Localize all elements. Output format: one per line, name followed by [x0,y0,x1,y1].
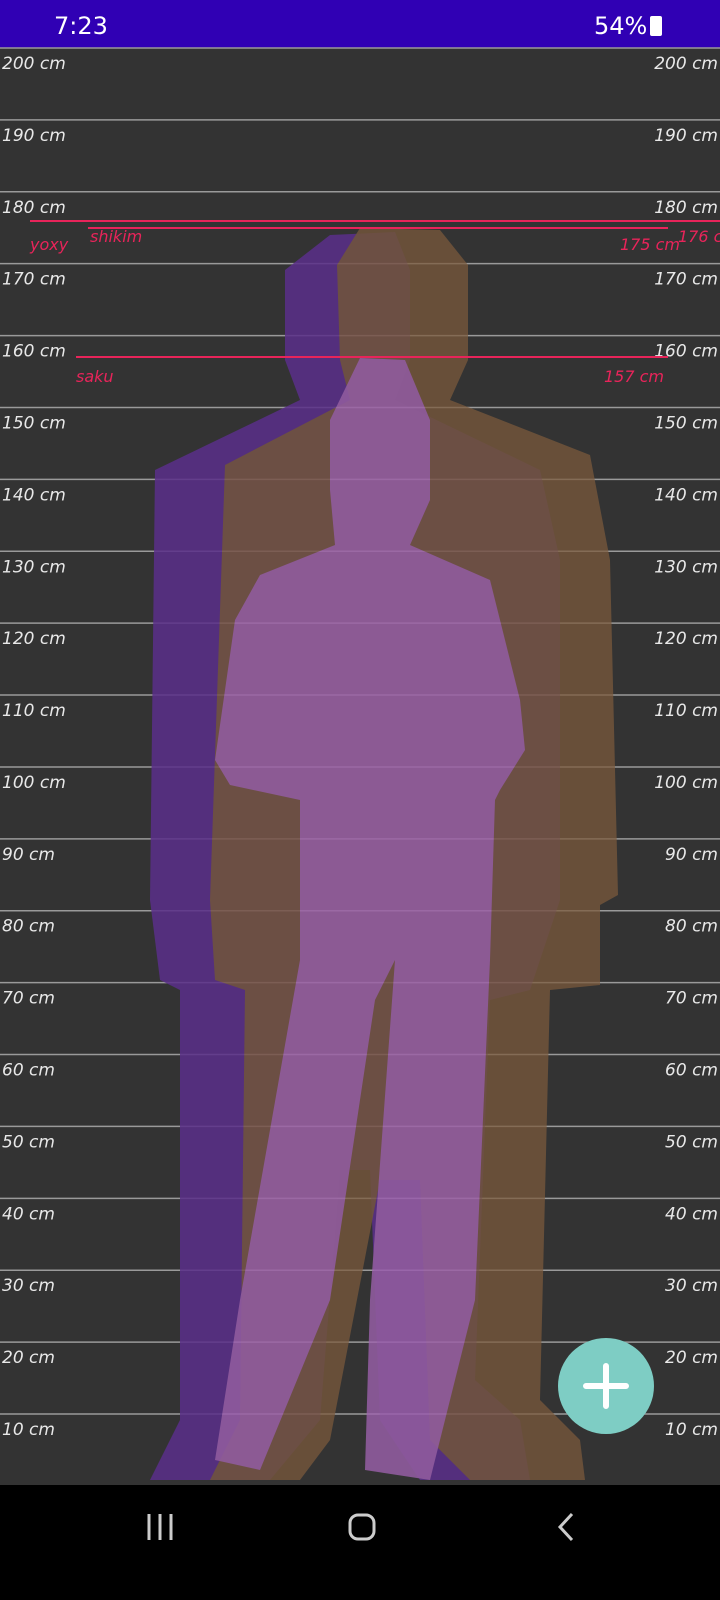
ruler-label-right: 180 cm [654,198,718,218]
ruler-label-right: 10 cm [665,1420,718,1440]
ruler-label-right: 170 cm [654,270,718,290]
person-height: 176 cm [678,227,720,246]
ruler-label-right: 110 cm [654,701,718,721]
ruler-label-right: 160 cm [654,342,718,362]
ruler-label-left: 60 cm [2,1061,55,1081]
ruler-label-right: 190 cm [654,126,718,146]
person-name: yoxy [29,235,69,254]
ruler-label-right: 150 cm [654,413,718,433]
ruler-label-left: 110 cm [2,701,66,721]
ruler-label-left: 100 cm [2,773,66,793]
ruler-label-right: 200 cm [654,54,718,74]
ruler-label-left: 70 cm [2,989,55,1009]
ruler-label-left: 150 cm [2,413,66,433]
ruler-label-left: 10 cm [2,1420,55,1440]
ruler-label-left: 120 cm [2,629,66,649]
status-bar [0,0,720,48]
ruler-label-left: 170 cm [2,270,66,290]
ruler-label-right: 70 cm [665,989,718,1009]
ruler-label-left: 190 cm [2,126,66,146]
ruler: 200 cm 200 cm 190 cm 190 cm 180 cm 180 cm 170 … [0,47,720,1440]
ruler-label-right: 90 cm [665,845,718,865]
ruler-label-right: 30 cm [665,1276,718,1296]
ruler-label-right: 140 cm [654,485,718,505]
ruler-label-left: 200 cm [2,54,66,74]
ruler-label-right: 120 cm [654,629,718,649]
ruler-label-right: 80 cm [665,917,718,937]
add-icon [583,1363,629,1409]
person-height: 175 cm [620,235,680,254]
ruler-label-left: 90 cm [2,845,55,865]
ruler-label-left: 30 cm [2,1276,55,1296]
ruler-label-left: 40 cm [2,1204,55,1224]
ruler-label-right: 100 cm [654,773,718,793]
height-markers: yoxy 176 cm shikim 175 cm saku 157 cm [29,220,720,386]
nav-home[interactable] [348,1513,376,1541]
ruler-label-right: 20 cm [665,1348,718,1368]
ruler-label-left: 180 cm [2,198,66,218]
ruler-label-left: 160 cm [2,342,66,362]
silhouettes [150,228,618,1480]
ruler-label-right: 40 cm [665,1204,718,1224]
silhouette-saku [215,358,525,1480]
battery-icon [650,16,662,36]
nav-bar [0,1485,720,1600]
ruler-label-left: 80 cm [2,917,55,937]
ruler-label-right: 60 cm [665,1061,718,1081]
ruler-label-right: 130 cm [654,557,718,577]
nav-back[interactable] [557,1512,574,1542]
ruler-label-left: 50 cm [2,1132,55,1152]
person-name: shikim [90,227,142,246]
ruler-label-right: 50 cm [665,1132,718,1152]
status-battery: 54% [594,12,647,40]
ruler-label-left: 20 cm [2,1348,55,1368]
ruler-label-left: 130 cm [2,557,66,577]
person-name: saku [76,367,114,386]
nav-recent[interactable] [147,1514,173,1540]
person-height: 157 cm [604,367,664,386]
status-time: 7:23 [54,12,108,40]
ruler-label-left: 140 cm [2,485,66,505]
